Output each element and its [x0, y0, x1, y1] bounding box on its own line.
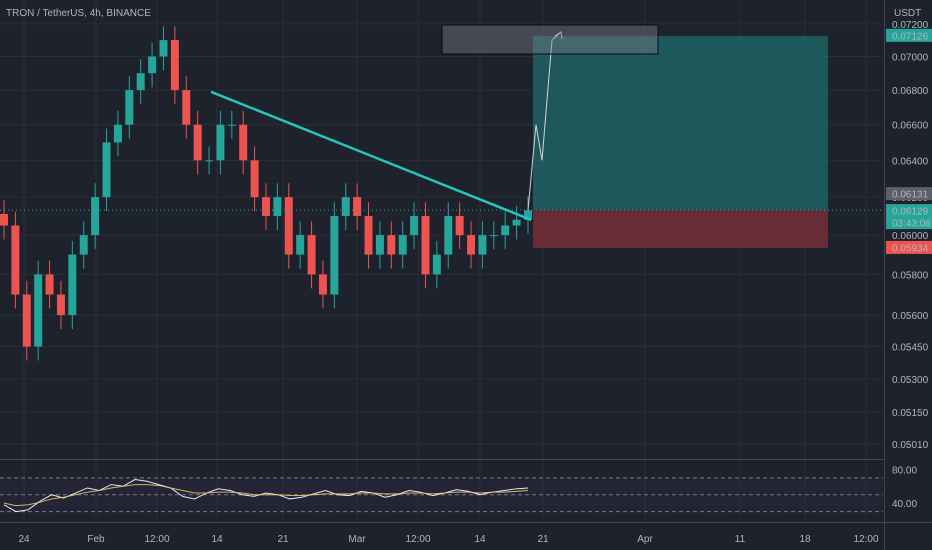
target-zone — [533, 35, 828, 211]
chart-title: TRON / TetherUS, 4h, BINANCE — [6, 8, 151, 19]
candle-body — [387, 235, 396, 255]
y-tick-label: 0.05600 — [892, 311, 929, 322]
candle-body — [375, 235, 384, 255]
candle-body — [478, 235, 487, 255]
y-tick-label: 0.07000 — [892, 53, 929, 64]
candle-body — [11, 225, 20, 295]
candle-body — [45, 274, 54, 295]
rsi-tick-label: 80.00 — [892, 465, 917, 476]
candle-body — [364, 215, 373, 255]
rsi-tick-label: 40.00 — [892, 499, 917, 510]
candle-body — [182, 90, 191, 125]
candle-body — [205, 160, 214, 162]
candle-body — [307, 235, 316, 275]
candle-body — [216, 124, 225, 161]
x-tick-label: Mar — [348, 534, 366, 545]
candle-body — [22, 294, 31, 347]
candle-body — [227, 124, 236, 126]
y-tick-label: 0.05150 — [892, 408, 929, 419]
candle-body — [68, 254, 77, 316]
candle-body — [148, 56, 157, 74]
price-label-box — [886, 28, 932, 42]
price-label-box — [886, 204, 932, 218]
price-label-box — [886, 240, 932, 254]
candle-body — [330, 215, 339, 295]
x-tick-label: 14 — [211, 534, 223, 545]
descending-trendline — [210, 90, 532, 221]
candle-body — [56, 294, 65, 316]
candle-body — [353, 197, 362, 216]
y-tick-label: 0.06000 — [892, 231, 929, 242]
x-tick-label: Apr — [637, 534, 653, 545]
target-box — [441, 24, 659, 55]
candle-body — [512, 219, 521, 226]
candle-body — [467, 235, 476, 255]
y-tick-label: 0.05300 — [892, 375, 929, 386]
y-tick-label: 0.05010 — [892, 440, 929, 451]
candle-body — [125, 90, 134, 125]
rsi-line — [3, 479, 529, 513]
price-label: 0.06129 — [892, 207, 929, 218]
x-tick-label: 24 — [18, 534, 30, 545]
candle-body — [239, 124, 248, 161]
candle-body — [455, 215, 464, 236]
y-tick-label: 0.07200 — [892, 20, 929, 31]
y-tick-label: 0.06600 — [892, 121, 929, 132]
y-tick-label: 0.05450 — [892, 343, 929, 354]
candle-body — [432, 254, 441, 275]
candle-body — [318, 274, 327, 295]
candle-body — [159, 40, 168, 57]
candle-body — [0, 213, 8, 226]
candle-body — [341, 197, 350, 216]
price-label: 0.07126 — [892, 31, 929, 42]
projection-arrow-head — [554, 31, 563, 40]
candle-body — [250, 160, 259, 198]
y-tick-label: 0.06800 — [892, 86, 929, 97]
rsi-moving-average — [3, 484, 529, 507]
x-tick-label: 12:00 — [853, 534, 878, 545]
candle-body — [91, 197, 100, 236]
candle-body — [524, 210, 532, 220]
candle-body — [444, 215, 453, 255]
candle-body — [136, 73, 145, 91]
x-tick-label: 12:00 — [144, 534, 169, 545]
candle-body — [398, 235, 407, 255]
projection-path — [527, 31, 562, 211]
candle-body — [489, 235, 498, 237]
candle-body — [113, 124, 122, 143]
price-label: 0.06131 — [892, 190, 929, 201]
candle-body — [296, 235, 305, 255]
price-label: 03:43:06 — [892, 219, 931, 230]
x-tick-label: 21 — [537, 534, 549, 545]
stop-zone — [533, 210, 828, 248]
x-tick-label: 12:00 — [405, 534, 430, 545]
candle-body — [273, 197, 282, 216]
candle-body — [102, 142, 111, 198]
candle-body — [170, 40, 179, 91]
price-label: 0.05934 — [892, 243, 929, 254]
candle-body — [421, 215, 430, 275]
x-tick-label: 18 — [799, 534, 811, 545]
candle-body — [410, 215, 419, 236]
x-tick-label: 11 — [735, 534, 746, 545]
price-label-box — [886, 216, 932, 230]
x-tick-label: 14 — [474, 534, 486, 545]
price-label-box — [886, 187, 932, 201]
candle-body — [262, 197, 270, 216]
candle-body — [79, 235, 88, 255]
x-tick-label: 21 — [277, 534, 289, 545]
candle-body — [34, 274, 43, 347]
candle-body — [193, 124, 202, 161]
y-tick-label: 0.05800 — [892, 270, 929, 281]
x-tick-label: Feb — [87, 534, 105, 545]
candle-body — [501, 225, 510, 236]
y-tick-label: 0.06400 — [892, 156, 929, 167]
candle-body — [284, 197, 293, 255]
axis-unit-label: USDT — [894, 8, 921, 19]
